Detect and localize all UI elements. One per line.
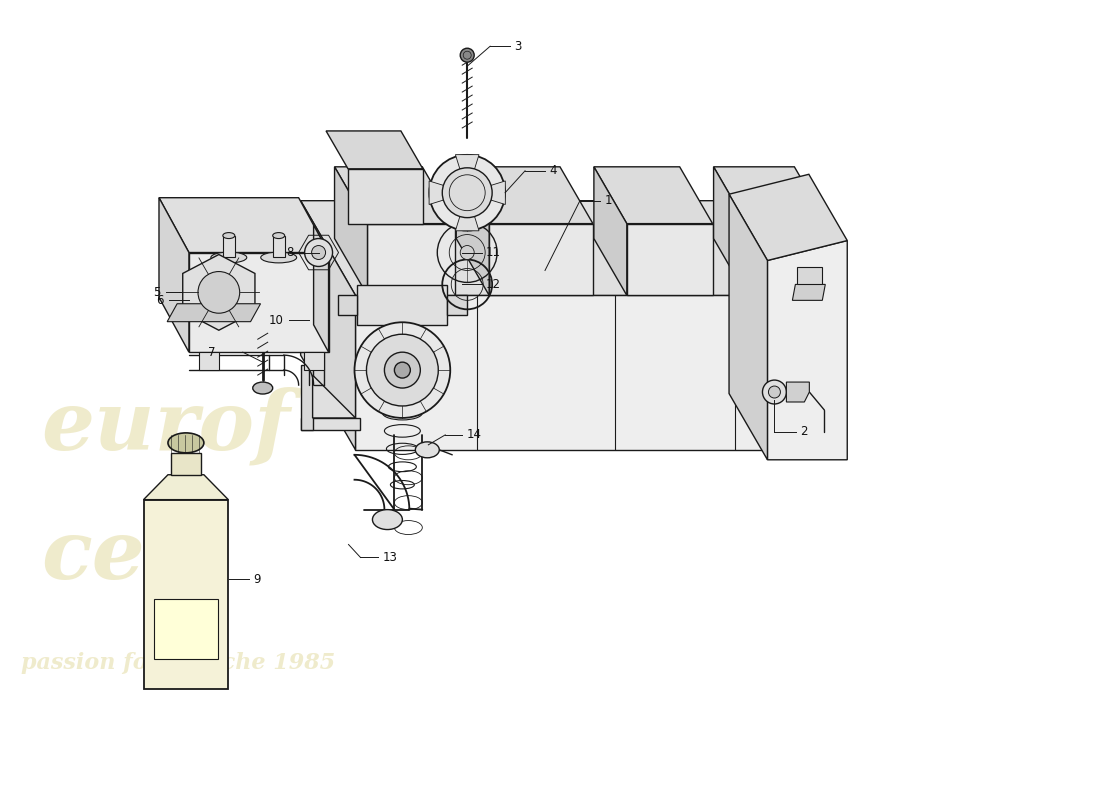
Polygon shape [326,131,422,169]
Bar [170,453,201,474]
Ellipse shape [416,442,439,458]
Ellipse shape [305,238,332,266]
Text: 3: 3 [514,40,521,53]
Polygon shape [594,167,627,295]
Text: 9: 9 [254,573,262,586]
Ellipse shape [168,433,204,453]
Text: passion for porsche 1985: passion for porsche 1985 [21,652,335,674]
Ellipse shape [373,510,403,530]
Ellipse shape [769,386,780,398]
Ellipse shape [429,155,505,230]
Ellipse shape [253,382,273,394]
Polygon shape [594,167,713,224]
Text: 6: 6 [156,294,164,307]
Polygon shape [183,254,255,330]
Text: 11: 11 [486,246,502,259]
Text: 7: 7 [208,346,216,358]
Polygon shape [314,225,329,352]
Polygon shape [798,267,823,285]
Ellipse shape [198,271,240,314]
Ellipse shape [354,322,450,418]
Polygon shape [160,198,189,352]
Bar [273,235,285,258]
Text: ces: ces [42,516,192,596]
Polygon shape [334,167,367,295]
Bar [304,352,323,370]
Polygon shape [300,365,312,430]
Polygon shape [729,194,768,460]
Polygon shape [456,167,593,224]
Polygon shape [334,167,455,224]
Ellipse shape [223,233,234,238]
Polygon shape [300,201,839,295]
Polygon shape [792,285,825,300]
Ellipse shape [366,334,438,406]
Polygon shape [768,241,847,460]
Polygon shape [429,181,443,205]
Polygon shape [786,382,810,402]
Ellipse shape [460,246,474,259]
Ellipse shape [211,252,246,263]
Polygon shape [358,286,448,326]
Polygon shape [456,167,490,295]
Ellipse shape [460,48,474,62]
Bar [211,258,246,342]
Polygon shape [300,201,355,450]
Polygon shape [338,295,358,315]
Text: 5: 5 [154,286,161,299]
Polygon shape [714,167,747,295]
Ellipse shape [395,362,410,378]
Ellipse shape [384,352,420,388]
Polygon shape [143,474,229,500]
Text: 12: 12 [486,278,502,291]
Polygon shape [729,174,847,261]
Polygon shape [627,224,713,295]
Polygon shape [348,169,422,224]
Ellipse shape [762,380,786,404]
Polygon shape [747,224,827,295]
Polygon shape [167,304,261,322]
Polygon shape [189,253,329,352]
Ellipse shape [273,233,285,238]
Ellipse shape [261,252,297,263]
Bar [261,258,297,342]
Text: 1: 1 [605,194,613,207]
Bar [154,599,218,659]
Text: 13: 13 [383,551,397,564]
Polygon shape [490,224,593,295]
Polygon shape [367,224,455,295]
Text: 2: 2 [801,426,807,438]
Text: eurof: eurof [42,387,290,467]
Ellipse shape [311,246,326,259]
Text: 10: 10 [268,314,284,326]
Polygon shape [448,295,468,315]
Polygon shape [491,181,505,205]
Ellipse shape [442,168,492,218]
Bar [199,352,219,370]
Polygon shape [714,167,827,224]
Polygon shape [455,217,478,231]
Text: 14: 14 [466,428,481,442]
Bar [223,235,234,258]
Polygon shape [143,500,229,689]
Text: 4: 4 [549,164,557,178]
Polygon shape [355,295,839,450]
Text: 8: 8 [286,246,294,259]
Polygon shape [160,198,329,253]
Polygon shape [455,154,478,169]
Polygon shape [312,375,355,418]
Polygon shape [300,418,361,430]
